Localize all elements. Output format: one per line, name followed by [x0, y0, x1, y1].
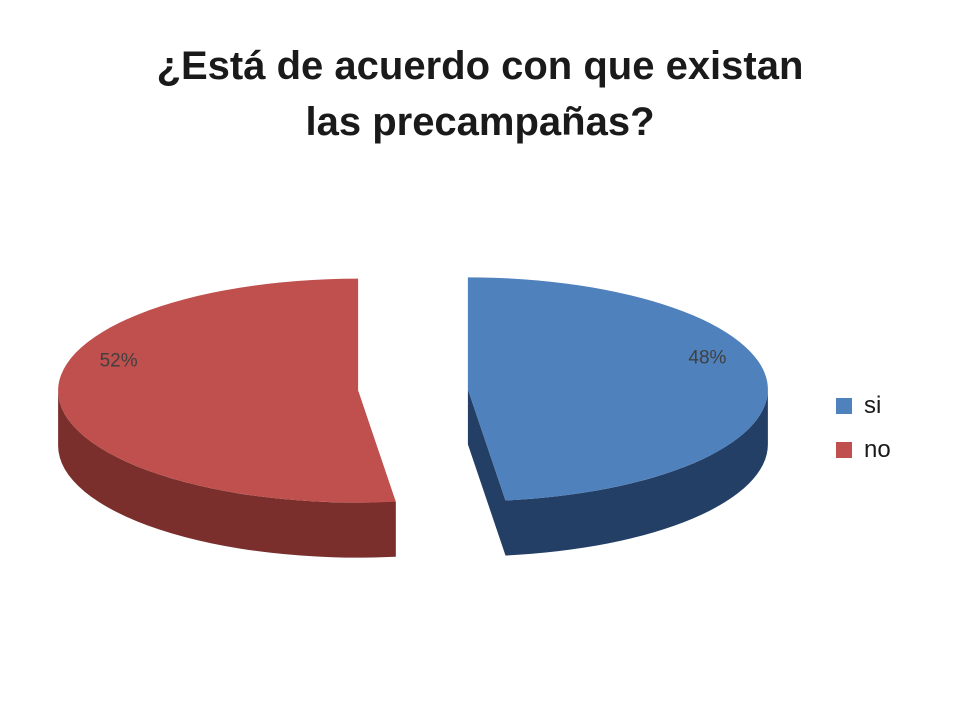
slice-side-no [58, 390, 396, 558]
legend-item-si: si [836, 384, 891, 428]
slice-top-si [467, 277, 768, 501]
chart-title: ¿Está de acuerdo con que existan las pre… [0, 38, 960, 150]
data-label-no: 52% [100, 350, 138, 371]
slice-top-no [58, 278, 396, 503]
slice-side-si [505, 389, 768, 556]
legend-label-si: si [864, 392, 882, 419]
legend-swatch-si [836, 398, 852, 414]
legend-label-no: no [864, 436, 891, 463]
chart-title-line-1: ¿Está de acuerdo con que existan [156, 44, 804, 88]
chart-title-line-2: las precampañas? [305, 100, 655, 144]
legend: si no [836, 384, 891, 472]
legend-swatch-no [836, 442, 852, 458]
legend-item-no: no [836, 428, 891, 472]
data-label-si: 48% [688, 348, 726, 369]
slice-cut-si [467, 389, 506, 556]
